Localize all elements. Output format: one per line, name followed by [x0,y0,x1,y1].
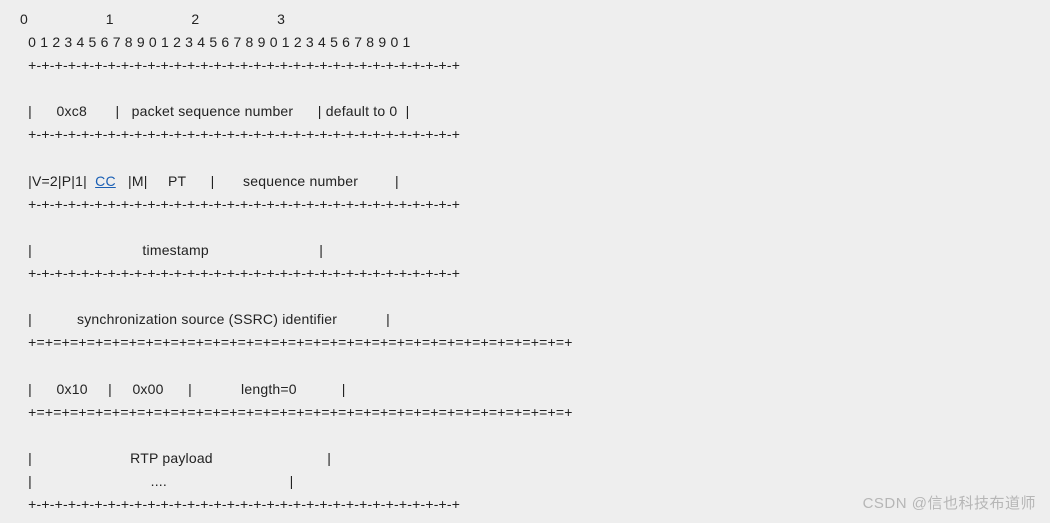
border-equal: +=+=+=+=+=+=+=+=+=+=+=+=+=+=+=+=+=+=+=+=… [20,334,573,350]
row-6-line1: | RTP payload | [20,450,331,466]
watermark-text: CSDN @信也科技布道师 [863,492,1036,513]
border-dash: +-+-+-+-+-+-+-+-+-+-+-+-+-+-+-+-+-+-+-+-… [20,196,460,212]
row-2-suffix: |M| PT | sequence number | [116,173,399,189]
ruler-bit-scale: 0 1 2 3 4 5 6 7 8 9 0 1 2 3 4 5 6 7 8 9 … [20,34,411,50]
border-dash: +-+-+-+-+-+-+-+-+-+-+-+-+-+-+-+-+-+-+-+-… [20,496,460,512]
row-6-line2: | .... | [20,473,294,489]
row-1: | 0xc8 | packet sequence number | defaul… [20,103,409,119]
row-3: | timestamp | [20,242,323,258]
border-dash: +-+-+-+-+-+-+-+-+-+-+-+-+-+-+-+-+-+-+-+-… [20,265,460,281]
row-2-prefix: |V=2|P|1| [20,173,95,189]
packet-diagram: 0 1 2 3 0 1 2 3 4 5 6 7 8 9 0 1 2 3 4 5 … [0,0,1050,516]
border-dash: +-+-+-+-+-+-+-+-+-+-+-+-+-+-+-+-+-+-+-+-… [20,126,460,142]
border-equal: +=+=+=+=+=+=+=+=+=+=+=+=+=+=+=+=+=+=+=+=… [20,404,573,420]
ruler-byte-markers: 0 1 2 3 [20,11,285,27]
row-4: | synchronization source (SSRC) identifi… [20,311,390,327]
border-dash: +-+-+-+-+-+-+-+-+-+-+-+-+-+-+-+-+-+-+-+-… [20,57,460,73]
row-5: | 0x10 | 0x00 | length=0 | [20,381,346,397]
cc-link[interactable]: CC [95,173,116,189]
